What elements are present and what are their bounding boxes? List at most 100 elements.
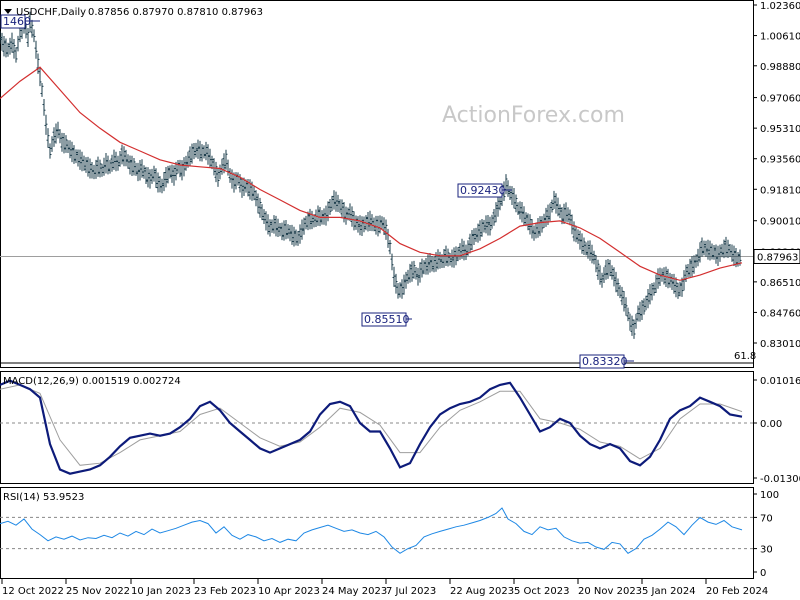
annotation-label: 0.92430 <box>460 184 506 197</box>
ohlc-bar <box>644 295 648 311</box>
price-axis-label: 0.83010 <box>760 339 800 350</box>
ohlc-bar <box>618 285 622 299</box>
ohlc-bar <box>478 220 482 241</box>
x-axis-label: 5 Jan 2024 <box>642 586 696 597</box>
dropdown-triangle-icon[interactable] <box>4 9 12 14</box>
ohlc-bar <box>6 42 10 57</box>
ohlc-bar <box>188 146 192 167</box>
ohlc-bar <box>230 169 234 189</box>
price-grid: 61.8 <box>0 255 756 364</box>
ohlc-bar <box>116 155 120 171</box>
ohlc-bar <box>182 157 186 177</box>
ohlc-bar <box>126 154 130 169</box>
ohlc-bar <box>456 247 460 262</box>
rsi-axis-label: 100 <box>760 490 779 501</box>
ohlc-bar <box>56 121 60 139</box>
ohlc-bar <box>586 240 590 259</box>
ohlc-bar <box>52 127 56 147</box>
ohlc-bar <box>328 199 332 215</box>
ohlc-bar <box>68 140 72 159</box>
annotation-box <box>0 14 26 29</box>
price-annotations: 1460 0.92430 0.85510 0.83320 <box>0 14 634 369</box>
macd-panel: 0.010166 0.00 -0.013006 <box>0 376 800 485</box>
macd-axis-label: 0.010166 <box>760 376 800 387</box>
ohlc-bar <box>474 227 478 242</box>
ohlc-bar <box>622 291 626 312</box>
ohlc-bar <box>608 259 612 277</box>
annotation-box <box>579 354 625 369</box>
ohlc-bar <box>480 218 484 237</box>
ohlc-bar <box>158 176 162 193</box>
ohlc-bar <box>162 172 166 192</box>
ohlc-bar <box>350 206 354 227</box>
ohlc-bar <box>132 157 136 176</box>
ohlc-bar <box>518 201 522 220</box>
ohlc-bar <box>590 244 594 264</box>
ohlc-bar <box>34 40 38 59</box>
ohlc-bar <box>370 214 374 232</box>
ohlc-bar <box>302 217 306 235</box>
ohlc-bar <box>178 159 182 178</box>
ohlc-bar <box>242 177 246 197</box>
ohlc-bar <box>712 244 716 260</box>
ohlc-bar <box>606 258 610 279</box>
ohlc-bar <box>152 165 156 182</box>
ohlc-bar <box>336 194 340 212</box>
ohlc-bar <box>280 222 284 241</box>
ohlc-bar <box>472 228 476 245</box>
ohlc-bar <box>526 213 530 231</box>
ohlc-bar <box>388 239 392 255</box>
ohlc-bar <box>216 167 220 187</box>
price-annotation: 0.92430 <box>457 183 512 198</box>
ohlc-bar <box>2 36 6 57</box>
ohlc-bar <box>640 300 644 320</box>
ohlc-bar <box>566 207 570 223</box>
ohlc-bar <box>570 214 574 235</box>
ohlc-bar <box>604 259 608 280</box>
ohlc-bar <box>654 274 658 293</box>
ohlc-bar <box>638 301 642 322</box>
ohlc-bar <box>156 172 160 193</box>
x-axis-label: 20 Nov 2023 <box>578 586 642 597</box>
rsi-header: RSI(14) 53.9523 <box>3 492 84 503</box>
ohlc-bar <box>318 206 322 227</box>
ohlc-bar <box>714 244 718 264</box>
ohlc-bar <box>282 220 286 241</box>
ohlc-bar <box>672 273 676 294</box>
ohlc-bar <box>110 154 114 172</box>
ohlc-bar <box>592 250 596 265</box>
ohlc-bar <box>398 282 402 298</box>
ohlc-bar <box>468 233 472 254</box>
ohlc-bar <box>122 146 126 167</box>
rsi-axis-label: 30 <box>760 545 773 556</box>
ohlc-bar <box>224 149 228 170</box>
rsi-axis-label: 0 <box>760 568 766 579</box>
price-axis-label: 0.84760 <box>760 308 800 319</box>
ohlc-bar <box>332 190 336 210</box>
ohlc-bar <box>166 165 170 184</box>
ohlc-bar <box>90 162 94 179</box>
ohlc-bar <box>394 273 398 294</box>
ohlc-bar <box>144 166 148 185</box>
ohlc-bar <box>160 178 164 194</box>
macd-panel-frame <box>0 371 754 484</box>
ohlc-bar <box>632 319 636 339</box>
ohlc-bar <box>554 193 558 214</box>
price-panel-frame <box>0 0 754 368</box>
ohlc-bar <box>292 226 296 247</box>
ohlc-bar <box>274 215 278 237</box>
annotation-box <box>457 183 503 198</box>
ohlc-bar <box>142 165 146 179</box>
ohlc-bar <box>200 144 204 162</box>
ohlc-bar <box>600 272 604 288</box>
ohlc-bar <box>414 266 418 280</box>
price-annotation: 0.85510 <box>361 312 412 327</box>
ohlc-bar <box>410 261 414 282</box>
ohlc-bar <box>306 211 310 231</box>
macd-signal-line <box>0 384 743 466</box>
ohlc-bar <box>214 161 218 183</box>
ohlc-bar <box>268 219 272 237</box>
ohlc-bar <box>308 208 312 230</box>
ohlc-bar <box>386 228 390 248</box>
ohlc-bar <box>118 151 122 167</box>
